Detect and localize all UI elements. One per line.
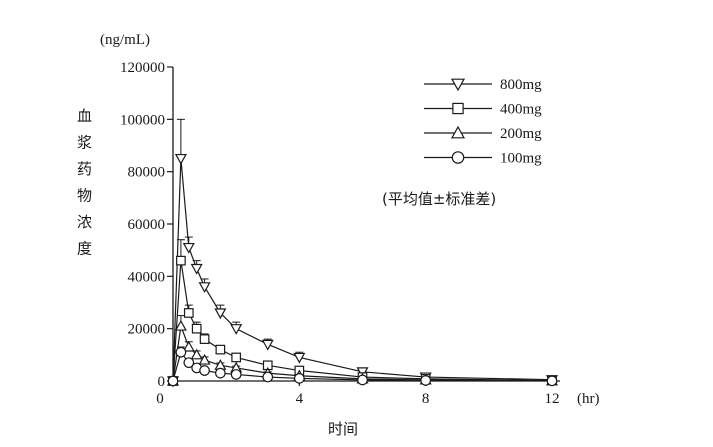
data-point <box>198 282 211 294</box>
y-tick-label: 20000 <box>128 322 166 338</box>
series-100mg <box>167 346 558 387</box>
data-point <box>174 153 187 165</box>
x-tick-label: 12 <box>545 391 560 407</box>
series-line <box>172 260 553 382</box>
y-axis-title-char: 物 <box>77 187 92 205</box>
data-point <box>215 367 226 379</box>
data-point <box>293 373 305 384</box>
data-point <box>230 369 242 380</box>
data-point <box>357 374 368 386</box>
series-400mg <box>168 239 557 386</box>
data-point <box>176 255 186 266</box>
y-axis-title-char: 浆 <box>77 134 92 152</box>
data-point <box>183 357 195 369</box>
y-axis-title-char: 血 <box>77 107 92 125</box>
data-point <box>231 352 242 363</box>
data-point <box>167 375 179 387</box>
legend-item: 400mg <box>424 102 542 118</box>
data-point <box>451 151 465 164</box>
y-tick-label: 60000 <box>128 217 166 233</box>
data-point <box>262 371 274 383</box>
x-tick-label: 0 <box>156 391 164 407</box>
legend-item: 200mg <box>424 125 542 142</box>
y-unit-label: (ng/mL) <box>100 32 150 48</box>
data-point <box>450 78 466 92</box>
y-tick-label: 0 <box>158 374 166 390</box>
x-tick-label: 8 <box>422 391 430 407</box>
y-axis-ticks: 0 20000 40000 60000 80000 100000 120000 <box>120 60 173 390</box>
data-point <box>261 339 274 351</box>
series-200mg <box>166 315 559 386</box>
y-tick-label: 40000 <box>128 269 166 285</box>
data-point <box>546 375 558 387</box>
data-point <box>183 308 194 318</box>
series-layer <box>166 118 559 388</box>
x-axis-ticks: 0 4 8 12 <box>156 381 560 407</box>
data-point <box>174 319 187 331</box>
data-point <box>182 242 195 254</box>
legend-item: 800mg <box>424 77 542 93</box>
data-point <box>182 340 195 352</box>
legend-label: 100mg <box>500 151 542 167</box>
series-line <box>172 158 553 382</box>
legend-label: 400mg <box>500 102 542 118</box>
data-point <box>214 308 227 320</box>
data-point <box>215 344 226 355</box>
y-axis-title-char: 浓 <box>77 213 92 231</box>
data-point <box>199 365 210 376</box>
x-axis-title: 时间 <box>328 420 358 438</box>
data-point <box>450 125 466 139</box>
y-tick-label: 80000 <box>128 165 166 181</box>
legend: 800mg 400mg 200mg 100mg <box>424 77 542 167</box>
y-axis-title-char: 药 <box>77 160 92 178</box>
series-800mg <box>166 118 559 388</box>
legend-label: 200mg <box>500 126 542 142</box>
y-tick-label: 100000 <box>120 112 165 128</box>
x-unit-label: (hr) <box>577 391 600 407</box>
legend-item: 100mg <box>424 151 542 167</box>
data-point <box>198 353 211 365</box>
data-point <box>175 346 187 358</box>
data-point <box>190 348 203 360</box>
data-point <box>190 263 203 275</box>
data-point <box>199 334 210 344</box>
data-point <box>191 323 202 334</box>
legend-label: 800mg <box>500 77 542 93</box>
data-point <box>452 102 464 115</box>
x-tick-label: 4 <box>296 391 304 407</box>
y-tick-label: 120000 <box>120 60 165 76</box>
data-point <box>293 352 306 364</box>
data-point <box>230 324 243 335</box>
chart-annotation: (平均值±标准差) <box>382 190 496 208</box>
y-axis-title-char: 度 <box>77 240 92 258</box>
data-point <box>420 375 432 386</box>
